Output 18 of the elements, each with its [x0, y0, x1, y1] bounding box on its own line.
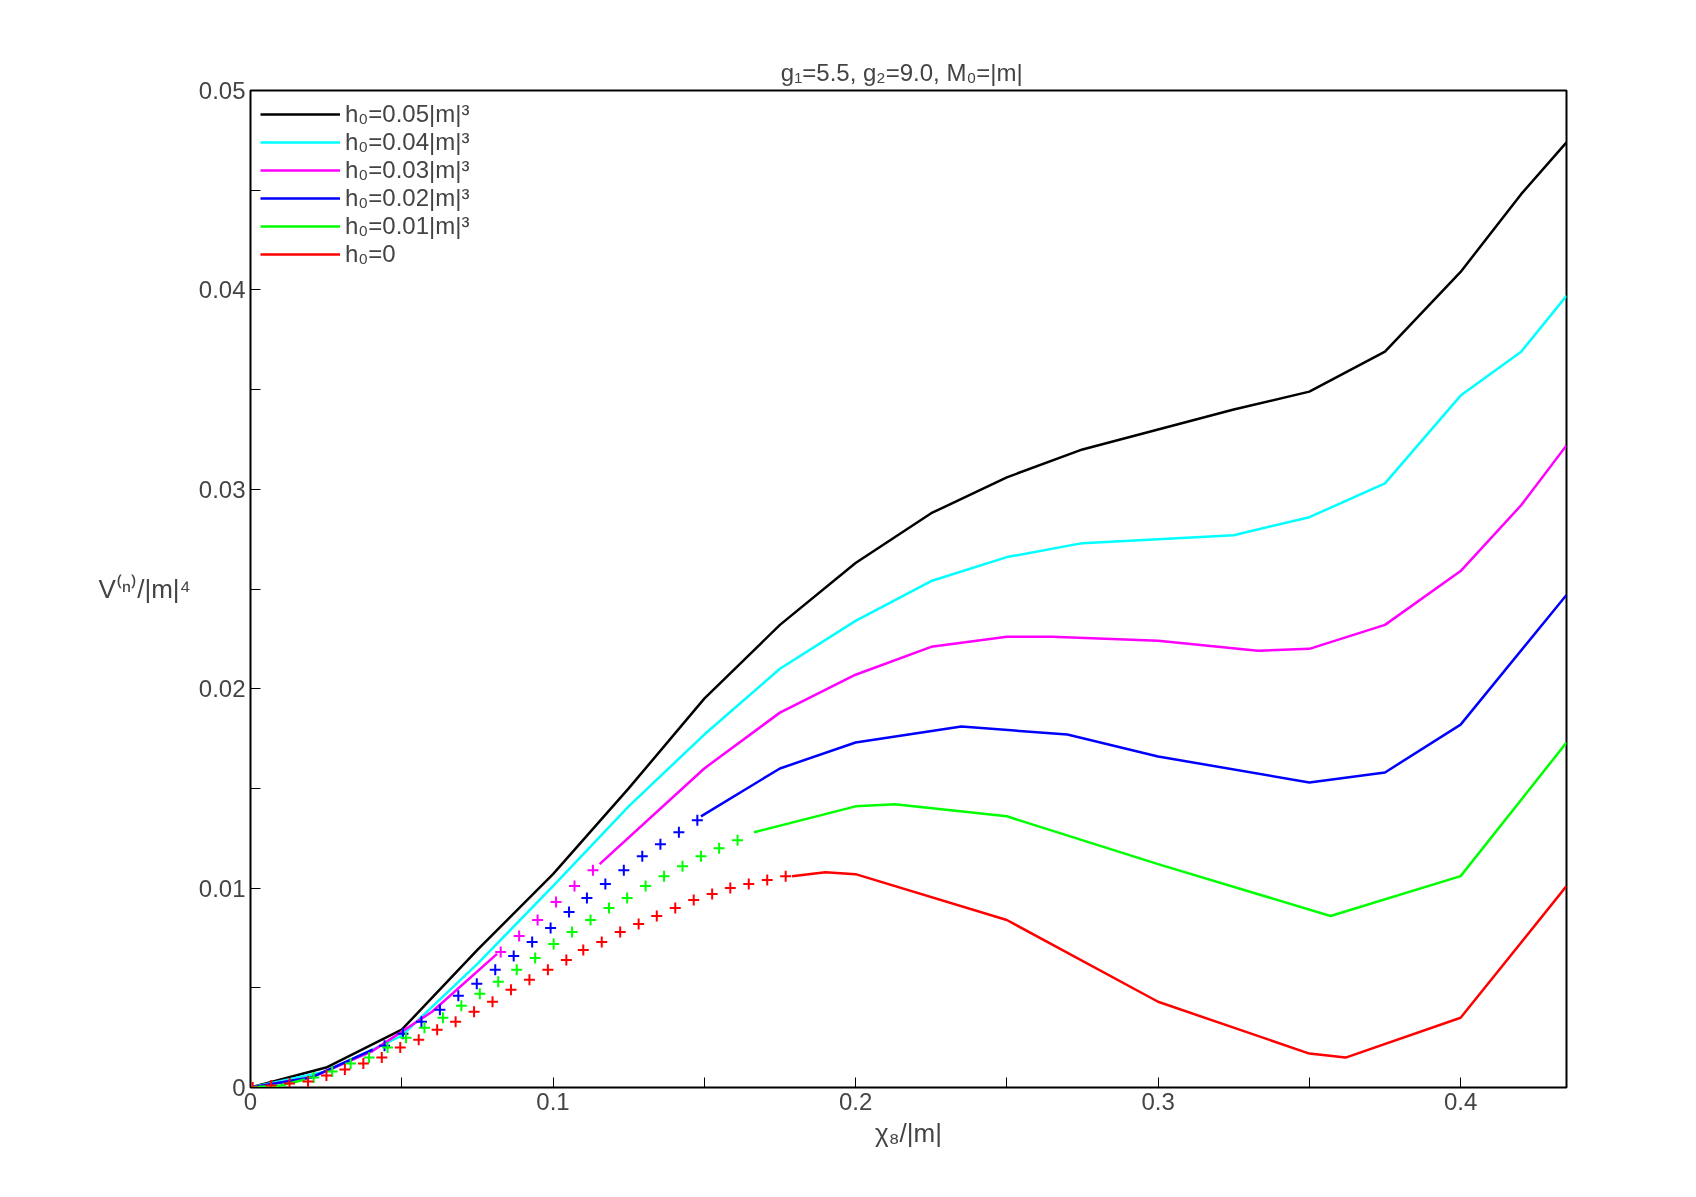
legend-label: h₀=0.02|m|³ [345, 184, 470, 212]
x-tick-label: 0.3 [1141, 1087, 1175, 1115]
x-tick-label: 0.4 [1443, 1087, 1478, 1115]
chart-title: g₁=5.5, g₂=9.0, M₀=|m| [780, 58, 1023, 86]
y-tick-label: 0.03 [198, 475, 246, 503]
x-tick-label: 0.2 [838, 1087, 873, 1115]
y-tick-label: 0.01 [198, 874, 246, 902]
legend-label: h₀=0.04|m|³ [345, 128, 470, 156]
x-tick-label: 0.1 [536, 1087, 570, 1115]
legend-label: h₀=0 [345, 240, 396, 268]
legend-label: h₀=0.03|m|³ [345, 156, 470, 184]
y-tick-label: 0.04 [198, 276, 246, 304]
legend-label: h₀=0.01|m|³ [345, 212, 470, 240]
x-axis-title: χ₈/|m| [875, 1117, 942, 1148]
y-tick-label: 0.02 [198, 675, 246, 703]
legend-label: h₀=0.05|m|³ [345, 100, 470, 128]
y-axis-title: V⁽ⁿ⁾/|m|⁴ [98, 574, 191, 604]
y-tick-label: 0.05 [198, 77, 246, 104]
